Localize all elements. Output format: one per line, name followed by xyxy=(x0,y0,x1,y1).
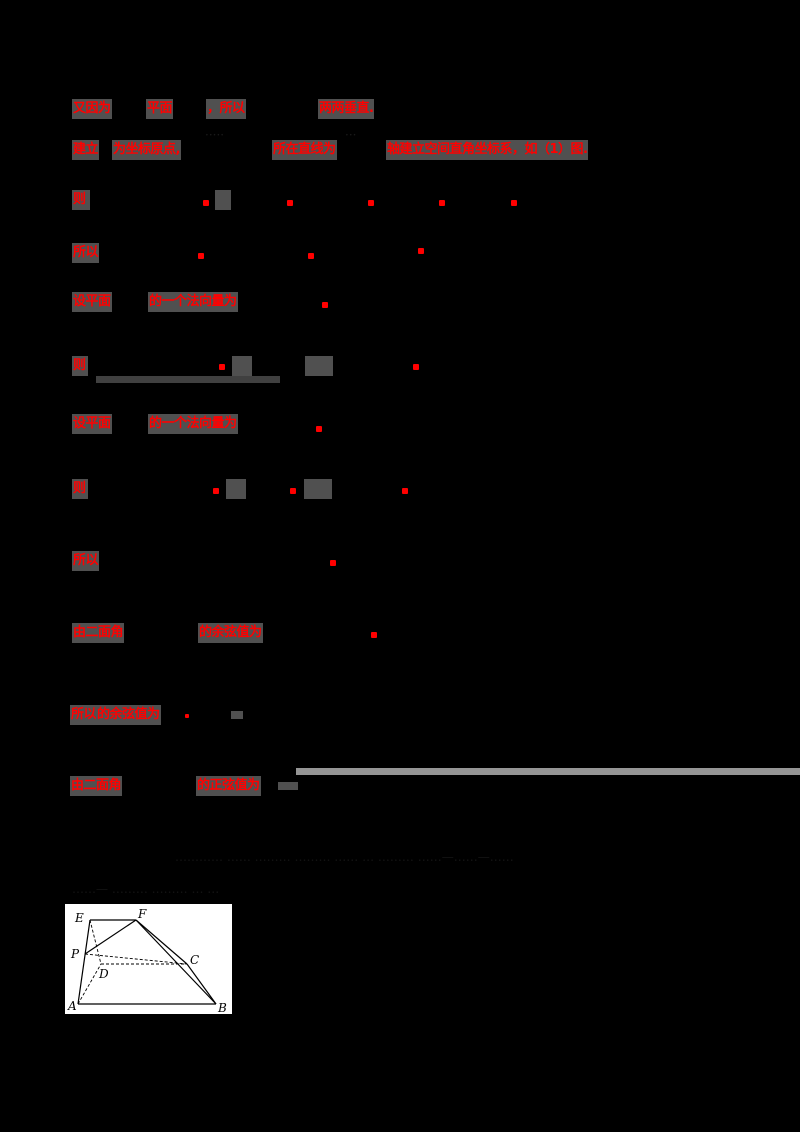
text-line5-seg1: 设平面 xyxy=(72,292,112,312)
text-line7-seg2: 的一个法向量为 xyxy=(148,414,238,434)
label-B: B xyxy=(217,1001,227,1014)
comma-mark xyxy=(402,488,408,494)
comma-mark xyxy=(308,253,314,259)
geometry-figure: E F P D C A B xyxy=(65,904,232,1014)
period-box xyxy=(278,782,298,790)
comma-mark xyxy=(203,200,209,206)
comma-mark xyxy=(413,364,419,370)
comma-mark xyxy=(322,302,328,308)
text-line3-seg2 xyxy=(215,190,231,210)
comma-mark xyxy=(316,426,322,432)
text-line6-seg1: 则 xyxy=(72,356,88,376)
label-F: F xyxy=(137,907,147,921)
comma-mark xyxy=(418,248,424,254)
text-line6-seg3 xyxy=(305,356,333,376)
text-line2-seg4: 轴建立空间直角坐标系，如（1）图. xyxy=(386,140,589,160)
text-line12-seg2: 的正弦值为 xyxy=(196,776,261,796)
math-line2-frag1: ····· xyxy=(205,128,225,142)
comma-mark xyxy=(219,364,225,370)
period-mark xyxy=(185,714,189,718)
math-line2-frag2: ··· xyxy=(345,128,357,142)
text-line2-seg2: 为坐标原点, xyxy=(112,140,181,160)
text-line10-seg2: 的余弦值为 xyxy=(198,623,263,643)
text-line5-seg2: 的一个法向量为 xyxy=(148,292,238,312)
text-line8-seg3 xyxy=(304,479,332,499)
comma-mark xyxy=(287,200,293,206)
comma-mark xyxy=(511,200,517,206)
text-line2-seg3: 所在直线为 xyxy=(272,140,337,160)
text-line10-seg1: 由二面角 xyxy=(72,623,125,643)
label-D: D xyxy=(98,967,109,981)
period-mark xyxy=(371,632,377,638)
label-C: C xyxy=(190,953,199,967)
pyramid-diagram: E F P D C A B xyxy=(67,907,227,1014)
horizontal-rule xyxy=(296,768,800,775)
text-line11-seg1: 所以 xyxy=(70,705,98,725)
text-line8-seg2 xyxy=(226,479,246,499)
text-line3-seg1: 则 xyxy=(72,190,90,210)
text-line1-seg4: 两两垂直. xyxy=(318,99,375,119)
text-line1-seg1: 又因为 xyxy=(72,99,112,119)
text-line7-seg1: 设平面 xyxy=(72,414,112,434)
text-line2-seg1: 建立 xyxy=(72,140,100,160)
label-E: E xyxy=(74,911,84,925)
text-line11-seg2: 的余弦值为 xyxy=(96,705,161,725)
text-line1-seg3: ，所以 xyxy=(206,99,246,119)
text-line9-seg1: 所以 xyxy=(72,551,100,571)
underline xyxy=(96,376,280,383)
text-line8-seg1: 则 xyxy=(72,479,88,499)
text-line1-seg2: 平面 xyxy=(146,99,174,119)
faint-text-row1: ………… …… ……… ……… …… … ……… ……—……—…… xyxy=(175,850,514,864)
period-mark xyxy=(228,787,231,790)
label-A: A xyxy=(67,999,77,1013)
text-line6-seg2 xyxy=(232,356,252,376)
label-P: P xyxy=(70,947,80,961)
comma-mark xyxy=(368,200,374,206)
text-line12-seg1: 由二面角 xyxy=(70,776,123,796)
comma-mark xyxy=(439,200,445,206)
period-box xyxy=(231,711,243,719)
text-line4-seg1: 所以 xyxy=(72,243,100,263)
period-mark xyxy=(330,560,336,566)
faint-text-row2: ……— ……… ……… … … xyxy=(72,882,220,896)
comma-mark xyxy=(290,488,296,494)
comma-mark xyxy=(213,488,219,494)
comma-mark xyxy=(198,253,204,259)
